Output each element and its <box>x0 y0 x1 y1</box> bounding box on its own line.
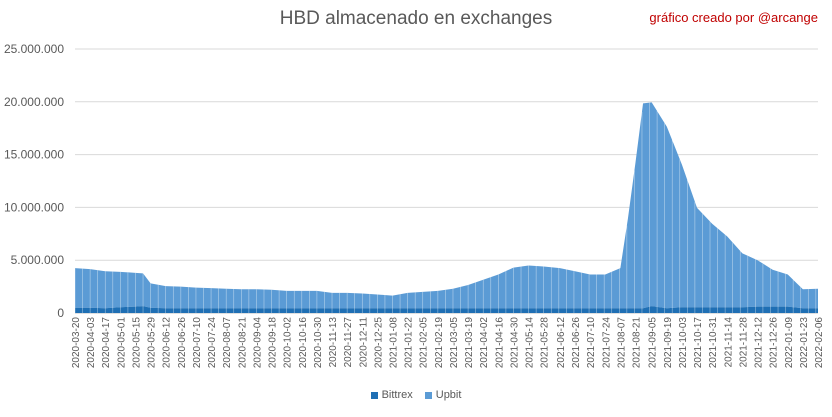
x-tick-label: 2021-06-12 <box>556 317 567 369</box>
x-tick-label: 2021-11-14 <box>723 317 734 368</box>
legend: Bittrex Upbit <box>0 389 832 401</box>
x-tick-label: 2021-12-12 <box>754 317 765 369</box>
x-tick-label: 2020-07-10 <box>192 317 203 369</box>
x-tick-label: 2021-05-14 <box>525 317 536 369</box>
x-tick-label: 2020-08-07 <box>222 317 233 369</box>
x-tick-label: 2021-09-19 <box>663 317 674 369</box>
x-tick-label: 2020-06-26 <box>177 317 188 369</box>
x-tick-label: 2020-05-29 <box>147 317 158 369</box>
x-tick-label: 2020-10-16 <box>298 317 309 369</box>
x-tick-label: 2020-10-30 <box>313 317 324 369</box>
x-tick-label: 2020-12-25 <box>373 317 384 369</box>
x-tick-label: 2020-08-21 <box>237 317 248 369</box>
x-tick-label: 2021-11-28 <box>738 317 749 368</box>
legend-item-bittrex: Bittrex <box>370 389 413 401</box>
series-area-bittrex <box>75 306 818 313</box>
x-tick-label: 2020-06-12 <box>162 317 173 369</box>
x-tick-label: 2020-09-04 <box>252 317 263 369</box>
x-tick-label: 2021-03-19 <box>464 317 475 369</box>
x-tick-label: 2021-02-05 <box>419 317 430 369</box>
x-tick-label: 2020-09-18 <box>268 317 279 369</box>
legend-swatch <box>370 391 378 399</box>
x-tick-label: 2021-06-26 <box>571 317 582 369</box>
x-tick-label: 2021-10-17 <box>693 317 704 369</box>
x-tick-label: 2020-10-02 <box>283 317 294 369</box>
x-tick-label: 2021-04-30 <box>509 317 520 369</box>
x-tick-label: 2020-05-15 <box>131 317 142 369</box>
x-tick-label: 2020-12-11 <box>358 317 369 368</box>
y-tick-label: 25.000.000 <box>4 42 64 56</box>
x-tick-label: 2021-07-24 <box>601 317 612 369</box>
x-tick-label: 2021-01-08 <box>389 317 400 369</box>
legend-swatch <box>424 391 432 399</box>
series-area-upbit <box>75 102 818 309</box>
x-tick-label: 2020-04-17 <box>101 317 112 369</box>
x-tick-label: 2021-10-03 <box>678 317 689 369</box>
x-tick-label: 2021-12-26 <box>769 317 780 369</box>
x-tick-label: 2021-04-16 <box>494 317 505 369</box>
series-areas <box>74 102 818 313</box>
legend-item-upbit: Upbit <box>424 389 462 401</box>
x-tick-label: 2020-04-03 <box>86 317 97 369</box>
x-tick-label: 2020-07-24 <box>207 317 218 369</box>
y-tick-label: 15.000.000 <box>4 148 64 162</box>
x-tick-label: 2021-08-21 <box>631 317 642 369</box>
x-tick-label: 2021-04-02 <box>479 317 490 369</box>
legend-label: Bittrex <box>381 389 413 401</box>
watermark-text: gráfico creado por @arcange <box>649 10 818 25</box>
x-tick-label: 2021-07-10 <box>586 317 597 369</box>
x-tick-label: 2022-01-09 <box>784 317 795 369</box>
x-tick-label: 2021-08-07 <box>616 317 627 369</box>
y-axis-ticks: 0 5.000.000 10.000.000 15.000.000 20.000.000… <box>4 42 64 320</box>
y-tick-label: 5.000.000 <box>11 253 65 267</box>
x-tick-label: 2021-03-05 <box>449 317 460 369</box>
x-axis-ticks: 2020-03-20 2020-04-03 2020-04-17 2020-05-01… <box>71 317 825 369</box>
x-tick-label: 2021-01-22 <box>404 317 415 369</box>
x-tick-label: 2021-05-28 <box>540 317 551 369</box>
x-tick-label: 2022-01-23 <box>799 317 810 369</box>
column-separators <box>74 102 817 313</box>
y-tick-label: 10.000.000 <box>4 200 64 214</box>
x-tick-label: 2021-02-19 <box>434 317 445 369</box>
y-tick-label: 20.000.000 <box>4 95 64 109</box>
x-tick-label: 2021-10-31 <box>708 317 719 369</box>
y-tick-label: 0 <box>57 306 64 320</box>
x-tick-label: 2020-11-27 <box>343 317 354 368</box>
x-tick-label: 2020-03-20 <box>71 317 82 369</box>
x-tick-label: 2021-09-05 <box>648 317 659 369</box>
x-tick-label: 2020-11-13 <box>328 317 339 368</box>
chart-title: HBD almacenado en exchanges <box>279 8 553 29</box>
x-tick-label: 2022-02-06 <box>814 317 825 369</box>
x-tick-label: 2020-05-01 <box>116 317 127 369</box>
legend-label: Upbit <box>435 389 462 401</box>
